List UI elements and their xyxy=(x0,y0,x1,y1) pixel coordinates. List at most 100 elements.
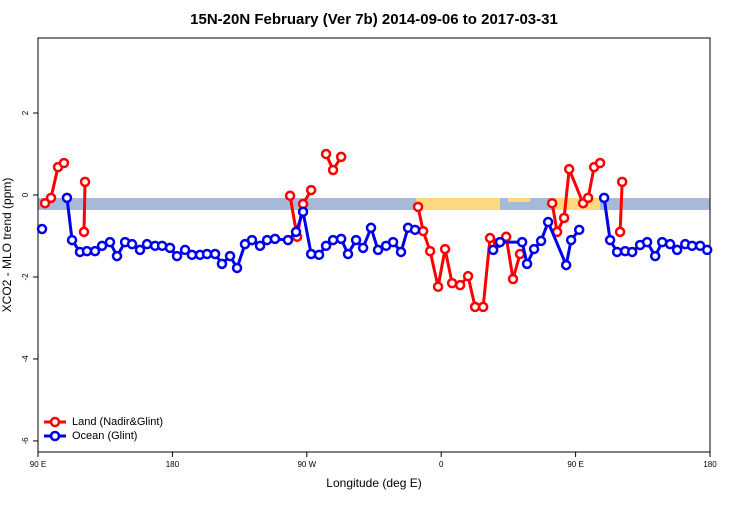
data-point xyxy=(342,248,354,260)
data-point xyxy=(327,164,339,176)
data-point xyxy=(350,234,362,246)
data-point xyxy=(179,244,191,256)
data-point xyxy=(171,250,183,262)
data-point xyxy=(305,184,317,196)
data-point xyxy=(626,246,638,258)
data-point xyxy=(216,258,228,270)
data-point xyxy=(45,192,57,204)
x-tick-label: 90 E xyxy=(30,460,46,469)
land-mask xyxy=(508,198,530,202)
data-point xyxy=(254,240,266,252)
data-point xyxy=(335,151,347,163)
data-point xyxy=(284,190,296,202)
data-point xyxy=(664,238,676,250)
data-point xyxy=(365,222,377,234)
data-point xyxy=(573,224,585,236)
series-line xyxy=(82,181,87,232)
plot-frame xyxy=(37,37,711,453)
data-point xyxy=(395,246,407,258)
data-point xyxy=(701,244,713,256)
data-point xyxy=(462,270,474,282)
data-point xyxy=(546,197,558,209)
data-point xyxy=(412,201,424,213)
ocean-mask xyxy=(38,198,710,210)
data-point xyxy=(104,236,116,248)
data-point xyxy=(542,216,554,228)
data-point xyxy=(387,236,399,248)
data-point xyxy=(209,248,221,260)
data-point xyxy=(78,226,90,238)
x-tick-label: 0 xyxy=(439,460,444,469)
x-axis-label: Longitude (deg E) xyxy=(326,476,421,490)
data-point xyxy=(477,301,489,313)
data-point xyxy=(641,236,653,248)
data-point xyxy=(297,206,309,218)
data-point xyxy=(469,301,481,313)
data-point xyxy=(507,273,519,285)
data-point xyxy=(558,212,570,224)
data-point xyxy=(686,240,698,252)
data-point xyxy=(58,157,70,169)
data-point xyxy=(126,238,138,250)
data-point xyxy=(671,244,683,256)
data-point xyxy=(439,243,451,255)
data-point xyxy=(96,240,108,252)
data-point xyxy=(231,262,243,274)
series-line xyxy=(492,217,581,271)
data-point xyxy=(563,163,575,175)
data-point xyxy=(432,281,444,293)
data-point xyxy=(521,258,533,270)
data-point xyxy=(604,234,616,246)
data-point xyxy=(320,240,332,252)
series-line xyxy=(618,181,624,232)
data-point xyxy=(616,176,628,188)
data-point xyxy=(282,234,294,246)
land-mask xyxy=(555,198,600,210)
y-tick-label: -2 xyxy=(21,273,30,281)
y-tick-label: -4 xyxy=(21,355,30,363)
data-point xyxy=(269,233,281,245)
data-point xyxy=(565,234,577,246)
data-point xyxy=(516,236,528,248)
data-point xyxy=(335,233,347,245)
data-point xyxy=(409,224,421,236)
data-point xyxy=(290,226,302,238)
data-point xyxy=(111,250,123,262)
data-point xyxy=(372,244,384,256)
data-point xyxy=(582,192,594,204)
data-point xyxy=(649,250,661,262)
y-tick-label: 0 xyxy=(21,192,30,197)
data-point xyxy=(186,249,198,261)
data-point xyxy=(484,232,496,244)
data-point xyxy=(81,245,93,257)
x-tick-label: 90 E xyxy=(567,460,583,469)
data-point xyxy=(614,226,626,238)
data-point xyxy=(246,234,258,246)
data-point xyxy=(611,246,623,258)
legend-label: Land (Nadir&Glint) xyxy=(72,416,163,428)
x-tick-label: 180 xyxy=(703,460,717,469)
data-point xyxy=(61,192,73,204)
data-point xyxy=(164,242,176,254)
data-point xyxy=(36,223,48,235)
series-line xyxy=(416,206,522,309)
data-point xyxy=(560,259,572,271)
data-point xyxy=(446,277,458,289)
y-tick-label: -6 xyxy=(21,437,30,445)
data-point xyxy=(66,234,78,246)
x-tick-label: 90 W xyxy=(297,460,316,469)
data-point xyxy=(89,245,101,257)
data-point xyxy=(535,235,547,247)
data-point xyxy=(313,249,325,261)
y-axis-label: XCO2 - MLO trend (ppm) xyxy=(0,178,14,313)
data-point xyxy=(357,242,369,254)
data-point xyxy=(261,234,273,246)
data-point xyxy=(201,248,213,260)
data-point xyxy=(320,148,332,160)
land-mask xyxy=(416,198,500,210)
data-point xyxy=(487,244,499,256)
data-point xyxy=(327,234,339,246)
data-point xyxy=(598,192,610,204)
legend-marker xyxy=(49,416,61,428)
